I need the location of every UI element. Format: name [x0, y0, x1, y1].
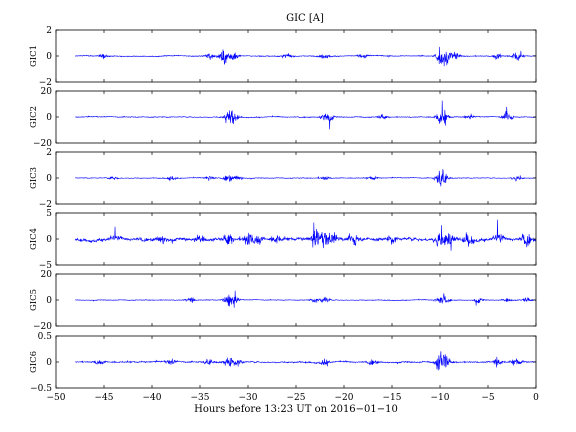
panel-gic1: −2 0 2 GIC1	[29, 26, 537, 88]
y-tick-label-gic3-2: 2	[46, 148, 52, 158]
y-tick-label-gic3-0: −2	[39, 200, 52, 210]
y-tick-label-gic5-2: 20	[41, 270, 53, 280]
x-tick-label-3: −35	[191, 393, 210, 403]
y-tick-label-gic5-0: −20	[33, 322, 52, 332]
y-axis-label-gic6: GIC6	[29, 351, 39, 373]
y-tick-label-gic4-1: 0	[46, 235, 52, 245]
y-tick-label-gic3-1: 0	[46, 174, 52, 184]
y-tick-label-gic5-1: 0	[46, 296, 52, 306]
x-tick-labels: −50 −45 −40 −35 −30 −25 −20 −15 −10 −5 0	[47, 393, 540, 403]
series-gic3	[75, 169, 537, 187]
y-tick-label-gic2-0: −20	[33, 139, 52, 149]
x-tick-label-2: −40	[143, 393, 162, 403]
panel-gic6: −0.5 0 0.5 GIC6	[29, 332, 537, 394]
x-tick-label-4: −30	[239, 393, 258, 403]
series-gic2	[75, 100, 537, 130]
y-tick-label-gic1-2: 2	[46, 26, 52, 36]
y-axis-label-gic3: GIC3	[29, 167, 39, 189]
y-tick-label-gic2-2: 20	[41, 87, 53, 97]
y-tick-label-gic6-0: −0.5	[30, 384, 52, 394]
series-gic4	[74, 219, 537, 251]
y-axis-label-gic4: GIC4	[29, 228, 39, 250]
x-tick-label-9: −5	[481, 393, 495, 403]
x-tick-label-10: 0	[533, 393, 539, 403]
x-tick-label-5: −25	[287, 393, 306, 403]
x-tick-label-0: −50	[47, 393, 66, 403]
panel-gic3: −2 0 2 GIC3	[29, 148, 537, 210]
x-axis-label: Hours before 13:23 UT on 2016−01−10	[194, 404, 398, 415]
y-tick-label-gic4-0: −5	[39, 261, 53, 271]
y-axis-label-gic1: GIC1	[29, 45, 39, 67]
y-axis-label-gic5: GIC5	[29, 289, 39, 311]
x-tick-label-8: −10	[431, 393, 450, 403]
series-gic5	[75, 290, 537, 308]
x-tick-label-7: −15	[383, 393, 402, 403]
y-tick-label-gic1-0: −2	[39, 78, 52, 88]
y-tick-label-gic6-1: 0	[46, 358, 52, 368]
series-gic6	[75, 351, 537, 371]
panels-group: −202GIC1−20020GIC2−202GIC3−505GIC4−20020…	[29, 26, 537, 394]
y-tick-label-gic2-1: 0	[46, 113, 52, 123]
y-tick-label-gic6-2: 0.5	[38, 332, 53, 342]
series-gic1	[74, 46, 537, 67]
x-tick-label-6: −20	[335, 393, 354, 403]
panel-gic4: −5 0 5 GIC4	[29, 209, 537, 271]
chart-title: GIC [A]	[286, 13, 324, 24]
y-tick-label-gic4-2: 5	[46, 209, 52, 219]
x-tick-label-1: −45	[95, 393, 114, 403]
y-axis-label-gic2: GIC2	[29, 106, 39, 128]
y-tick-label-gic1-1: 0	[46, 52, 52, 62]
